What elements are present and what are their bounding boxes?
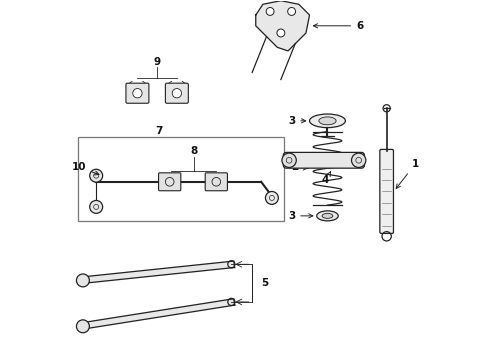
Ellipse shape [317,211,338,221]
Text: 7: 7 [155,126,163,135]
Ellipse shape [322,213,333,219]
FancyBboxPatch shape [205,173,227,191]
Text: 4: 4 [322,172,331,185]
Circle shape [90,169,102,182]
FancyBboxPatch shape [126,83,149,103]
Circle shape [282,153,296,167]
Text: 8: 8 [190,146,197,156]
Text: 3: 3 [288,211,313,221]
FancyBboxPatch shape [159,173,181,191]
Circle shape [133,89,142,98]
Ellipse shape [319,117,336,125]
FancyBboxPatch shape [283,152,365,168]
Circle shape [90,201,102,213]
Circle shape [76,274,89,287]
Circle shape [172,89,181,98]
Circle shape [351,153,366,167]
Circle shape [266,192,278,204]
Text: 10: 10 [72,162,99,175]
Text: 3: 3 [288,116,306,126]
Bar [78,137,285,221]
Circle shape [266,8,274,15]
Polygon shape [256,1,310,51]
Circle shape [76,320,89,333]
FancyBboxPatch shape [166,83,188,103]
Circle shape [277,29,285,37]
Text: 9: 9 [153,57,161,67]
Text: 6: 6 [314,21,364,31]
Text: 5: 5 [261,278,269,288]
Circle shape [288,8,295,15]
Polygon shape [80,261,235,284]
Ellipse shape [310,114,345,128]
Polygon shape [79,299,235,329]
FancyBboxPatch shape [380,149,393,233]
Text: 1: 1 [396,159,419,188]
Text: 2: 2 [292,162,308,172]
